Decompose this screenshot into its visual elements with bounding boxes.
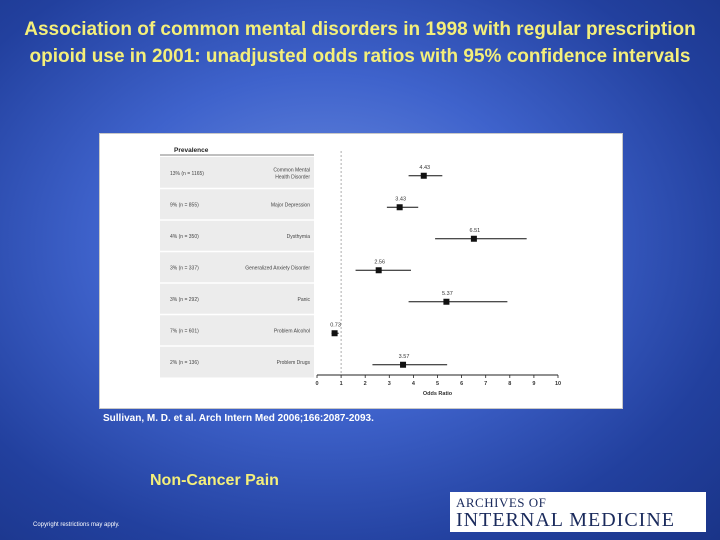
row-label: Problem Drugs xyxy=(277,360,311,366)
x-tick-label: 0 xyxy=(315,381,318,387)
x-tick-label: 10 xyxy=(555,381,561,387)
x-tick-label: 4 xyxy=(412,381,416,387)
x-tick-label: 6 xyxy=(460,381,463,387)
or-value-label: 3.43 xyxy=(395,196,406,202)
row-label: Health Disorder xyxy=(275,174,310,180)
or-marker xyxy=(375,267,382,274)
x-tick-label: 2 xyxy=(364,381,367,387)
row-label: Dysthymia xyxy=(287,234,311,240)
row-prevalence: 13% (n = 1165) xyxy=(170,171,204,177)
or-value-label: 3.57 xyxy=(399,354,410,360)
journal-logo: ARCHIVES OF INTERNAL MEDICINE xyxy=(450,492,706,532)
x-tick-label: 3 xyxy=(388,381,391,387)
row-prevalence: 3% (n = 337) xyxy=(170,265,199,271)
x-tick-label: 7 xyxy=(484,381,487,387)
or-marker xyxy=(443,298,450,305)
slide-subtitle: Non-Cancer Pain xyxy=(150,472,279,489)
forest-plot: Prevalence 13% (n = 1165) Common MentalHea… xyxy=(160,147,561,397)
or-value-label: 4.43 xyxy=(419,165,430,171)
or-marker xyxy=(400,361,407,368)
row-label: Common Mental xyxy=(273,167,310,173)
or-value-label: 6.51 xyxy=(470,228,481,234)
or-value-label: 5.37 xyxy=(442,291,453,297)
row-prevalence: 3% (n = 292) xyxy=(170,297,199,303)
journal-logo-line2: INTERNAL MEDICINE xyxy=(456,509,676,531)
row-prevalence: 2% (n = 136) xyxy=(170,360,199,366)
x-tick-label: 9 xyxy=(532,381,535,387)
row-label: Major Depression xyxy=(271,202,310,208)
or-value-label: 2.56 xyxy=(374,259,385,265)
slide-title: Association of common mental disorders i… xyxy=(24,19,696,67)
copyright-notice: Copyright restrictions may apply. xyxy=(33,522,120,528)
or-marker xyxy=(470,235,477,242)
journal-logo-line1: ARCHIVES OF xyxy=(456,495,547,510)
row-label: Problem Alcohol xyxy=(274,328,310,334)
table-background xyxy=(160,157,314,378)
prevalence-header: Prevalence xyxy=(174,147,209,154)
citation: Sullivan, M. D. et al. Arch Intern Med 2… xyxy=(103,413,374,424)
or-marker xyxy=(331,330,338,337)
x-tick-label: 5 xyxy=(436,381,439,387)
or-marker xyxy=(420,172,427,179)
forest-plot-panel: Prevalence 13% (n = 1165) Common Mental Hea… xyxy=(99,133,623,409)
x-tick-label: 8 xyxy=(508,381,511,387)
or-marker xyxy=(396,204,403,211)
row-label: Panic xyxy=(297,297,310,303)
or-value-label: 0.73 xyxy=(330,322,341,328)
row-prevalence: 9% (n = 855) xyxy=(170,202,199,208)
x-axis-label: Odds Ratio xyxy=(423,391,453,397)
row-prevalence: 7% (n = 601) xyxy=(170,328,199,334)
x-tick-label: 1 xyxy=(340,381,343,387)
row-prevalence: 4% (n = 350) xyxy=(170,234,199,240)
row-label: Generalized Anxiety Disorder xyxy=(245,265,310,271)
